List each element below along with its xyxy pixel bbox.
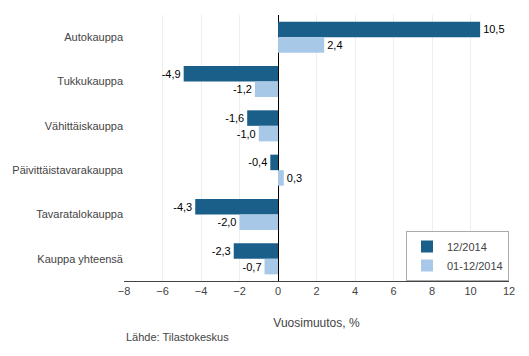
svg-text:-0,4: -0,4 [248,156,267,168]
svg-text:-0,7: -0,7 [243,261,262,273]
svg-text:10: 10 [464,285,476,297]
svg-text:2: 2 [313,285,319,297]
svg-text:Vähittäiskauppa: Vähittäiskauppa [45,120,124,132]
svg-text:Tavaratalokauppa: Tavaratalokauppa [36,208,124,220]
svg-text:12/2014: 12/2014 [447,241,487,253]
svg-text:Vuosimuutos, %: Vuosimuutos, % [273,316,360,330]
svg-text:−8: −8 [118,285,131,297]
svg-text:-2,3: -2,3 [212,245,231,257]
svg-text:−2: −2 [233,285,246,297]
svg-text:-1,2: -1,2 [233,83,252,95]
svg-text:-4,9: -4,9 [162,68,181,80]
svg-text:8: 8 [429,285,435,297]
svg-text:Tukkukauppa: Tukkukauppa [57,75,124,87]
svg-text:6: 6 [390,285,396,297]
svg-text:0: 0 [275,285,281,297]
svg-text:-4,3: -4,3 [173,201,192,213]
svg-text:12: 12 [503,285,515,297]
svg-text:Lähde: Tilastokeskus: Lähde: Tilastokeskus [126,331,229,343]
svg-text:-1,0: -1,0 [237,128,256,140]
svg-text:−6: −6 [156,285,169,297]
svg-text:Kauppa yhteensä: Kauppa yhteensä [37,253,124,265]
svg-text:4: 4 [352,285,358,297]
svg-text:Päivittäistavarakauppa: Päivittäistavarakauppa [12,164,124,176]
svg-text:10,5: 10,5 [483,23,504,35]
svg-text:01-12/2014: 01-12/2014 [447,260,503,272]
svg-text:-2,0: -2,0 [218,216,237,228]
svg-text:0,3: 0,3 [287,172,302,184]
svg-text:Autokauppa: Autokauppa [64,31,124,43]
svg-text:-1,6: -1,6 [225,112,244,124]
svg-text:−4: −4 [195,285,208,297]
svg-text:2,4: 2,4 [327,39,342,51]
